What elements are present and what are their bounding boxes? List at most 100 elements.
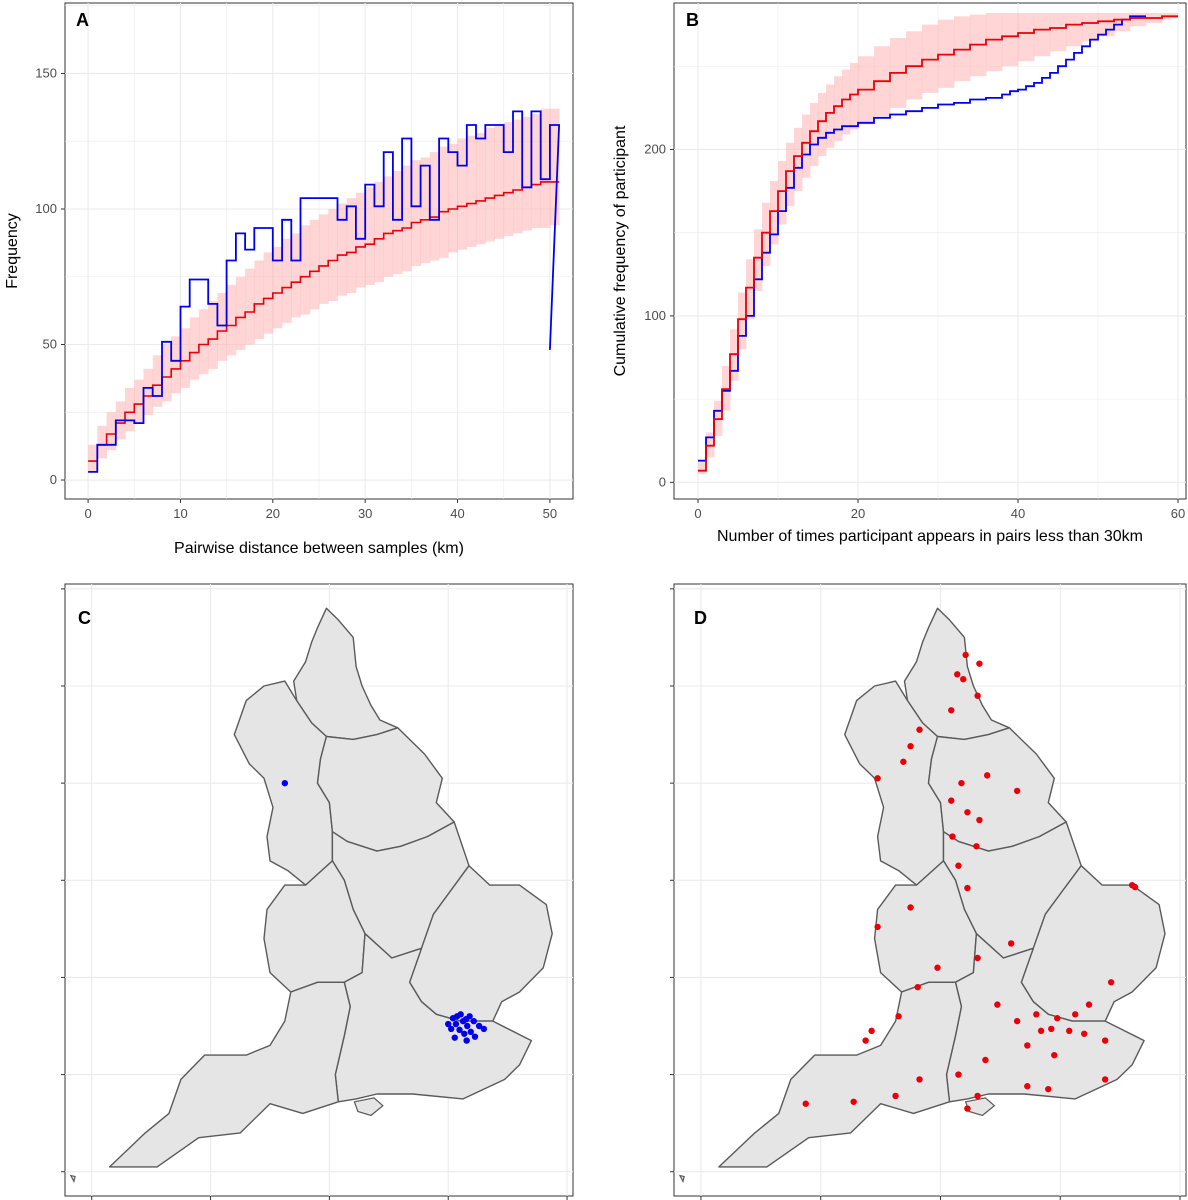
panel-a-xtick-label: 30 [358, 506, 372, 521]
location-point [1013, 787, 1021, 795]
location-point [467, 1028, 475, 1036]
band-segment [198, 309, 209, 375]
panel-a-ylabel: Frequency [4, 213, 21, 289]
panel-a-xtick-label: 40 [450, 506, 464, 521]
band-segment [778, 161, 787, 225]
band-segment [1082, 12, 1099, 42]
panel-a-ytick-label: 100 [35, 201, 57, 216]
band-segment [180, 328, 191, 388]
location-point [900, 758, 907, 765]
band-segment [448, 143, 458, 253]
band-segment [309, 219, 320, 310]
band-segment [512, 119, 523, 234]
location-point [976, 816, 983, 824]
location-point [974, 954, 981, 962]
panel-b-lines [698, 15, 1178, 472]
location-point [459, 1017, 467, 1025]
band-segment [328, 208, 338, 302]
band-segment [97, 425, 107, 459]
band-segment [802, 114, 811, 178]
location-point [1101, 1076, 1109, 1083]
location-point [948, 797, 955, 804]
location-point [973, 843, 980, 850]
band-segment [698, 462, 707, 475]
band-segment [161, 344, 172, 402]
band-segment [485, 127, 495, 242]
band-segment [282, 238, 292, 323]
panel-b-xtick-label: 40 [1011, 506, 1025, 521]
location-point [974, 1092, 981, 1100]
band-segment [738, 292, 747, 350]
island [353, 1097, 384, 1117]
panel-a-xtick-label: 20 [266, 506, 280, 521]
panel-b-grid [674, 3, 1186, 499]
band-segment [337, 203, 348, 296]
band-segment [842, 69, 851, 135]
band-segment [549, 108, 560, 226]
band-segment [834, 76, 843, 142]
panel-b-xlabel: Number of times participant appears in p… [717, 528, 1143, 545]
region-sw [718, 981, 963, 1168]
location-point [874, 775, 881, 782]
location-point [463, 1037, 470, 1044]
location-point [1024, 1042, 1031, 1049]
observed-step-line [698, 15, 1146, 462]
band-segment [466, 135, 477, 247]
band-segment [245, 268, 255, 345]
location-point [452, 1020, 460, 1028]
band-segment [746, 259, 755, 320]
panel-b-xtick-label: 20 [851, 506, 865, 521]
location-point [892, 1092, 899, 1100]
band-segment [503, 122, 514, 237]
panel-d-ticks [670, 588, 1181, 1200]
panel-c: C [61, 583, 574, 1200]
location-point [1054, 1015, 1061, 1022]
panel-c-points [281, 779, 488, 1044]
location-point [994, 1001, 1001, 1008]
band-segment [291, 233, 301, 318]
location-point [480, 1025, 488, 1033]
location-point [453, 1013, 461, 1020]
location-point [958, 779, 965, 787]
location-point [1024, 1083, 1031, 1090]
location-point [862, 1037, 869, 1044]
location-point [1007, 940, 1015, 947]
location-point [907, 743, 914, 750]
panel-a: 0 10 20 30 40 50 0 50 100 150 A Pairwise distance… [4, 2, 574, 557]
band-segment [1130, 12, 1147, 27]
location-point [964, 884, 971, 892]
panel-b-ytick-label: 100 [644, 308, 666, 323]
band-segment [106, 412, 117, 451]
location-point [907, 904, 914, 911]
band-segment [152, 355, 163, 407]
panel-a-xtick-label: 10 [173, 506, 187, 521]
band-segment [374, 181, 385, 283]
panel-a-xtick-label: 50 [543, 506, 557, 521]
location-point [982, 1056, 989, 1064]
location-point [1080, 1030, 1088, 1037]
panel-b-xtick-label: 0 [694, 506, 701, 521]
band-segment [794, 127, 803, 192]
location-point [451, 1034, 458, 1041]
band-segment [392, 171, 403, 275]
location-point [914, 983, 921, 991]
band-segment [1002, 12, 1019, 67]
band-segment [439, 146, 449, 258]
location-point [962, 651, 969, 659]
location-point [1048, 1025, 1055, 1033]
location-point [983, 772, 991, 779]
band-segment [235, 276, 246, 350]
band-segment [457, 138, 468, 250]
location-point [466, 1013, 473, 1020]
location-point [868, 1027, 875, 1035]
location-point [464, 1022, 471, 1030]
location-point [955, 862, 962, 869]
band-segment [494, 124, 505, 239]
location-point [955, 1071, 962, 1078]
band-segment [208, 301, 218, 369]
location-point [470, 1017, 477, 1025]
location-point [445, 1020, 452, 1028]
panel-a-lines [88, 110, 561, 473]
panel-b: 0 20 40 60 0 100 200 B Number of times partici… [612, 2, 1187, 545]
